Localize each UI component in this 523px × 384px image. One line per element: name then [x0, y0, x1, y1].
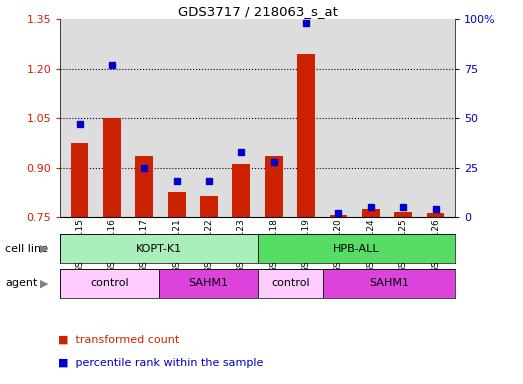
Bar [159, 269, 257, 298]
Text: agent: agent [5, 278, 38, 288]
Title: GDS3717 / 218063_s_at: GDS3717 / 218063_s_at [178, 5, 337, 18]
Bar [257, 234, 455, 263]
Bar [329, 215, 347, 217]
Bar [427, 213, 445, 217]
Bar [394, 212, 412, 217]
Bar [297, 54, 315, 217]
Text: HPB-ALL: HPB-ALL [333, 243, 380, 254]
Text: ■  transformed count: ■ transformed count [58, 335, 179, 345]
Bar [135, 156, 153, 217]
Bar [60, 269, 159, 298]
Text: cell line: cell line [5, 243, 48, 254]
Text: ■  percentile rank within the sample: ■ percentile rank within the sample [58, 358, 263, 368]
Bar [200, 195, 218, 217]
Text: KOPT-K1: KOPT-K1 [136, 243, 182, 254]
Bar [265, 156, 282, 217]
Bar [168, 192, 186, 217]
Text: ▶: ▶ [40, 243, 49, 254]
Bar [71, 143, 88, 217]
Text: SAHM1: SAHM1 [369, 278, 409, 288]
Text: control: control [271, 278, 310, 288]
Bar [233, 164, 251, 217]
Text: SAHM1: SAHM1 [188, 278, 228, 288]
Bar [257, 269, 323, 298]
Text: control: control [90, 278, 129, 288]
Bar [60, 234, 257, 263]
Bar [103, 118, 121, 217]
Bar [362, 209, 380, 217]
Bar [323, 269, 455, 298]
Text: ▶: ▶ [40, 278, 49, 288]
